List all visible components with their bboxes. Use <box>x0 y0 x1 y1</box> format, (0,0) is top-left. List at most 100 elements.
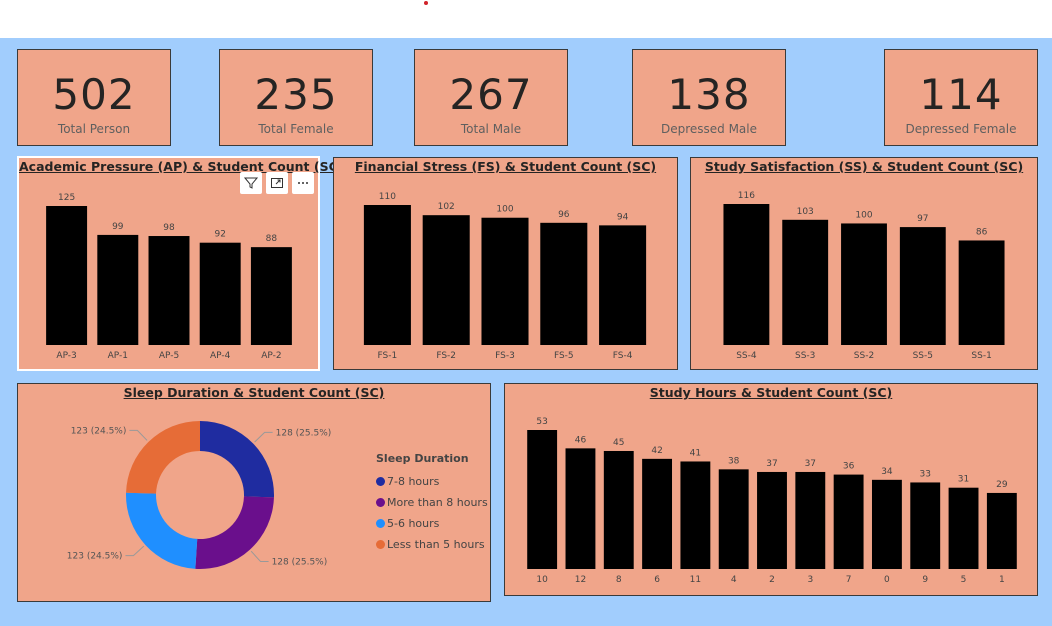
focus-mode-icon <box>271 178 283 188</box>
visual-header-toolbar <box>240 172 314 194</box>
kpi-label: Depressed Male <box>660 122 758 136</box>
data-label: 46 <box>575 435 587 445</box>
kpi-total-male[interactable]: 267 Total Male <box>414 49 568 146</box>
data-label: 88 <box>266 234 278 244</box>
tick-label: 8 <box>616 575 622 585</box>
data-label: 103 <box>797 207 814 217</box>
bar <box>527 430 558 569</box>
data-label: 99 <box>112 222 124 232</box>
focus-mode-button[interactable] <box>266 172 288 194</box>
data-label: 98 <box>163 223 175 233</box>
financial-stress-chart[interactable]: Financial Stress (FS) & Student Count (S… <box>333 157 678 370</box>
data-label: 125 <box>58 193 75 203</box>
kpi-label: Total Person <box>57 122 131 136</box>
tick-label: 3 <box>807 575 813 585</box>
legend-swatch <box>376 519 385 528</box>
donut-plot: 128 (25.5%) 128 (25.5%) 123 (24.5%) 123 (24… <box>67 421 332 569</box>
filter-icon <box>244 177 258 189</box>
chart-plot: 53 10 46 12 45 8 42 6 41 11 38 4 37 2 37 3 36 7 34 0 33 9 31 5 2… <box>527 417 1017 585</box>
legend-label: 7-8 hours <box>387 475 440 488</box>
study-satisfaction-chart[interactable]: Study Satisfaction (SS) & Student Count … <box>690 157 1038 370</box>
donut-slice <box>126 492 198 569</box>
legend-swatch <box>376 477 385 486</box>
tick-label: AP-3 <box>56 351 76 361</box>
bar <box>899 227 946 345</box>
legend-item[interactable]: Less than 5 hours <box>376 534 488 555</box>
study-hours-chart[interactable]: Study Hours & Student Count (SC) 5 3 1 0 46 1… <box>504 383 1038 596</box>
bar <box>46 206 88 345</box>
tick-label: 0 <box>884 575 890 585</box>
legend-item[interactable]: More than 8 hours <box>376 492 488 513</box>
data-label: 41 <box>690 448 701 458</box>
data-label: 42 <box>651 446 662 456</box>
leader-line <box>125 545 145 557</box>
bar <box>481 217 529 345</box>
kpi-value: 267 <box>449 70 533 119</box>
bar <box>540 222 588 345</box>
bar <box>199 242 241 345</box>
tick-label: 11 <box>690 575 701 585</box>
more-options-button[interactable] <box>292 172 314 194</box>
bar <box>599 225 647 345</box>
data-label: 94 <box>617 212 629 222</box>
tick-label: 12 <box>575 575 586 585</box>
tick-label: FS-3 <box>495 351 515 361</box>
kpi-value: 114 <box>919 70 1003 119</box>
legend-item[interactable]: 5-6 hours <box>376 513 488 534</box>
tick-label: 9 <box>922 575 928 585</box>
report-canvas: 502 Total Person 235 Total Female 267 To… <box>0 38 1052 626</box>
bar <box>642 458 673 569</box>
bar <box>718 469 749 569</box>
tick-label: SS-2 <box>854 351 874 361</box>
slice-label: 128 (25.5%) <box>276 428 332 438</box>
bar <box>841 223 887 345</box>
chart-title: Study Satisfaction (SS) & Student Count … <box>704 159 1024 174</box>
slice-label: 128 (25.5%) <box>272 558 328 568</box>
kpi-total-female[interactable]: 235 Total Female <box>219 49 373 146</box>
chart-plot: 116 SS-4 103 SS-3 100 SS-2 97 SS-5 86 SS-1 <box>723 191 1005 361</box>
tick-label: AP-1 <box>108 351 128 361</box>
more-options-icon <box>298 182 308 184</box>
data-label: 33 <box>920 469 931 479</box>
legend-item[interactable]: 7-8 hours <box>376 471 488 492</box>
data-label: 116 <box>738 191 755 201</box>
tick-label: 7 <box>846 575 852 585</box>
bar <box>986 492 1017 569</box>
legend-label: 5-6 hours <box>387 517 440 530</box>
legend: Sleep Duration 7-8 hours More than 8 hou… <box>376 452 488 555</box>
slice-label: 123 (24.5%) <box>67 552 123 562</box>
bar <box>948 487 979 569</box>
chart-title: Study Hours & Student Count (SC) <box>649 385 893 400</box>
bar <box>422 215 470 345</box>
bar <box>680 461 711 569</box>
data-label: 86 <box>976 227 988 237</box>
tick-label: AP-4 <box>210 351 231 361</box>
sleep-duration-chart[interactable]: Sleep Duration & Student Count (SC) 128 … <box>17 383 491 602</box>
data-label: 37 <box>805 459 816 469</box>
filter-button[interactable] <box>240 172 262 194</box>
kpi-value: 502 <box>52 70 136 119</box>
data-label: 53 <box>536 417 547 427</box>
bar <box>833 474 864 569</box>
tick-label: AP-2 <box>261 351 281 361</box>
kpi-total-person[interactable]: 502 Total Person <box>17 49 171 146</box>
bar <box>97 234 139 345</box>
kpi-value: 138 <box>667 70 751 119</box>
tick-label: FS-4 <box>613 351 633 361</box>
chart-plot: 125 AP-3 99 AP-1 98 AP-5 92 AP-4 88 AP-2 <box>46 193 292 361</box>
leader-line <box>254 431 273 443</box>
kpi-depressed-female[interactable]: 114 Depressed Female <box>884 49 1038 146</box>
data-label: 31 <box>958 475 969 485</box>
kpi-label: Depressed Female <box>905 122 1017 136</box>
bar <box>723 204 770 345</box>
kpi-depressed-male[interactable]: 138 Depressed Male <box>632 49 786 146</box>
bar <box>871 479 902 569</box>
slice-label: 123 (24.5%) <box>71 426 127 436</box>
tick-label: FS-1 <box>378 351 398 361</box>
indicator-dot <box>424 1 428 5</box>
donut-slice <box>126 421 200 494</box>
data-label: 37 <box>766 459 777 469</box>
data-label: 29 <box>996 480 1008 490</box>
data-label: 38 <box>728 456 740 466</box>
tick-label: 5 <box>961 575 967 585</box>
